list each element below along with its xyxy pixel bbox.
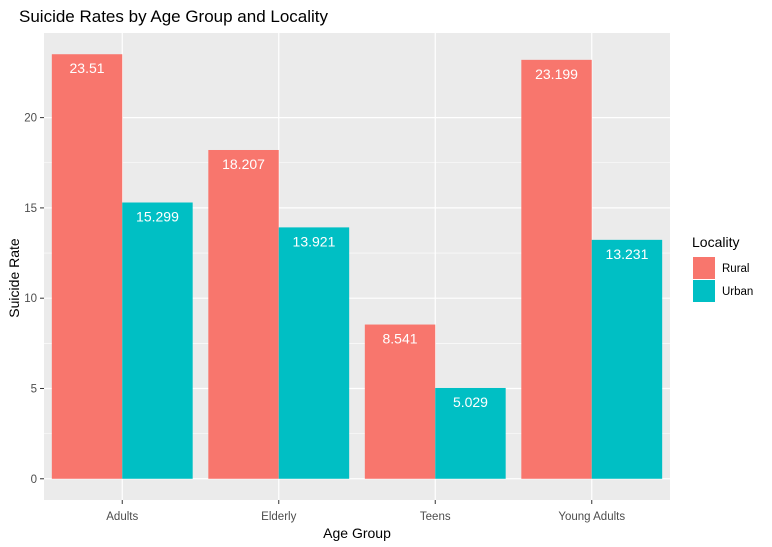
x-axis: Adults Elderly Teens Young Adults <box>106 500 625 523</box>
y-tick-label: 0 <box>31 474 37 486</box>
y-tick-label: 20 <box>24 113 37 125</box>
legend-key-urban <box>693 280 715 302</box>
bar-value-label: 8.541 <box>383 331 418 347</box>
x-tick-label: Adults <box>106 511 138 523</box>
y-tick-label: 5 <box>31 383 37 395</box>
bar-urban-1 <box>278 227 350 479</box>
bars <box>51 54 663 479</box>
x-tick-label: Teens <box>420 511 451 523</box>
chart-title: Suicide Rates by Age Group and Locality <box>19 7 329 26</box>
bar-urban-3 <box>591 239 663 479</box>
legend-label-rural: Rural <box>722 263 749 275</box>
bar-value-label: 15.299 <box>136 209 179 225</box>
y-tick-label: 15 <box>24 203 37 215</box>
bar-value-label: 23.51 <box>70 60 105 76</box>
y-axis: 0 5 10 15 20 <box>24 113 44 486</box>
bar-rural-0 <box>51 54 123 479</box>
bar-rural-2 <box>364 324 436 479</box>
legend-label-urban: Urban <box>722 286 753 298</box>
x-tick-label: Elderly <box>261 511 296 523</box>
bar-urban-2 <box>435 387 506 479</box>
legend-key-rural <box>693 257 715 279</box>
bar-labels: 23.51 18.207 8.541 23.199 15.299 13.921 5.029 1… <box>70 60 649 410</box>
bar-urban-0 <box>122 202 193 479</box>
legend: Locality Rural Urban <box>692 234 753 302</box>
bar-value-label: 13.921 <box>293 233 336 249</box>
bar-rural-3 <box>521 59 592 479</box>
bar-rural-1 <box>208 149 279 479</box>
legend-title: Locality <box>692 234 739 250</box>
x-tick-label: Young Adults <box>558 511 625 523</box>
bar-value-label: 23.199 <box>535 66 578 82</box>
bar-value-label: 18.207 <box>222 156 265 172</box>
x-axis-title: Age Group <box>323 525 391 541</box>
y-axis-title: Suicide Rate <box>6 238 22 318</box>
bar-value-label: 13.231 <box>606 246 649 262</box>
bar-value-label: 5.029 <box>453 394 488 410</box>
y-tick-label: 10 <box>24 293 37 305</box>
